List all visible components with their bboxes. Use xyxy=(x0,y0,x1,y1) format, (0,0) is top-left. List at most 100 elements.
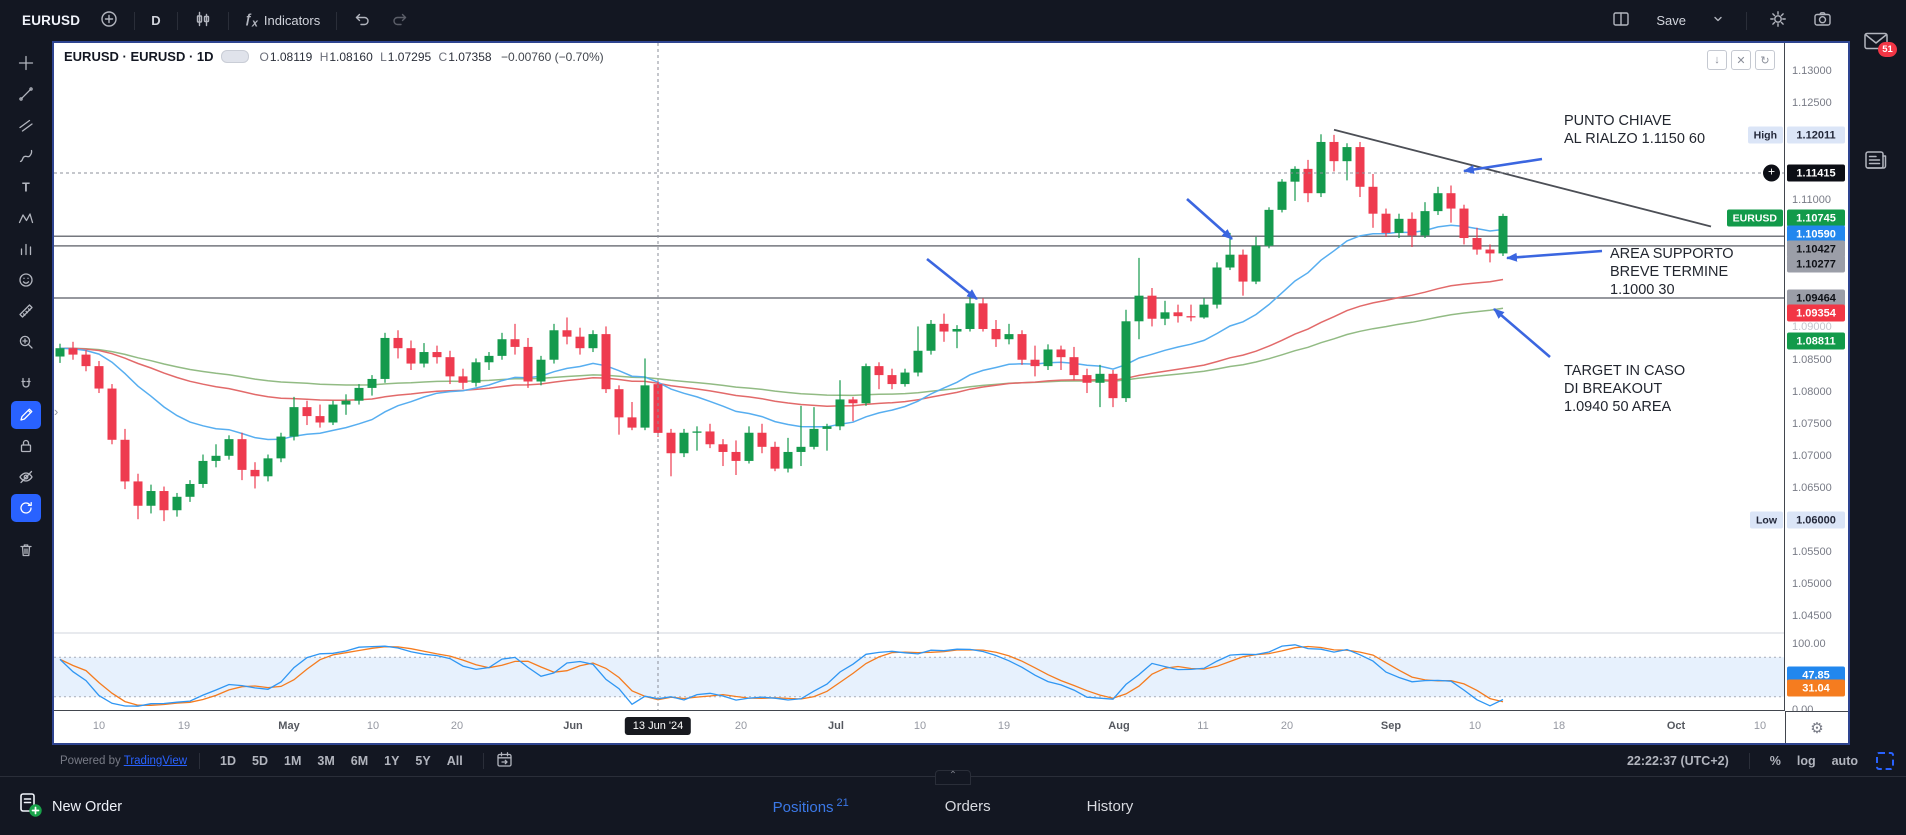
ruler-icon[interactable] xyxy=(11,297,41,325)
add-alert-plus-icon[interactable]: + xyxy=(1763,164,1780,182)
text-icon[interactable]: T xyxy=(11,173,41,201)
tab-orders[interactable]: Orders xyxy=(944,797,991,815)
indicators-button[interactable]: ƒx Indicators xyxy=(237,6,329,35)
chart-canvas[interactable] xyxy=(54,43,1785,711)
ma-20[interactable] xyxy=(59,224,1504,441)
emoji-icon[interactable] xyxy=(11,266,41,294)
legend-more-button[interactable] xyxy=(220,50,249,63)
panel-collapse-chevron-icon[interactable]: ⌃ xyxy=(935,770,971,785)
zoom-in-icon[interactable] xyxy=(11,328,41,356)
compare-button[interactable] xyxy=(92,5,126,36)
ma-90[interactable] xyxy=(59,307,1504,397)
range-button-1d[interactable]: 1D xyxy=(220,753,237,768)
price-tick: 1.08000 xyxy=(1792,386,1832,398)
range-button-5y[interactable]: 5Y xyxy=(415,753,431,768)
range-button-all[interactable]: All xyxy=(446,753,463,768)
pane-close-icon[interactable]: ✕ xyxy=(1731,50,1751,70)
annotation-arrow[interactable] xyxy=(1463,157,1543,174)
interval-label: D xyxy=(151,13,161,28)
hide-drawings-icon[interactable] xyxy=(11,463,41,491)
price-axis[interactable]: 1.13000 1.12500 1.11000 1.09000 1.08500 1.080… xyxy=(1726,43,1848,716)
text-annotation[interactable]: PUNTO CHIAVE AL RIALZO 1.1150 60 xyxy=(1564,113,1706,147)
time-axis[interactable]: 10 19 May 10 20 Jun 20 Jul 10 19 Aug 11 20 Sep 10 18 Oct… xyxy=(54,710,1785,743)
indicators-label: Indicators xyxy=(263,13,321,28)
log-scale-button[interactable]: log xyxy=(1796,753,1816,768)
divider xyxy=(199,752,201,769)
text-annotation[interactable]: TARGET IN CASO DI BREAKOUT 1.0940 50 AREA xyxy=(1564,363,1686,415)
price-tick: 1.05500 xyxy=(1792,546,1832,558)
price-label-range: 1.06000 Low xyxy=(1750,511,1845,529)
interval-button[interactable]: D xyxy=(143,8,168,33)
forecast-icon[interactable] xyxy=(11,235,41,263)
redo-icon xyxy=(391,11,409,30)
ma-55[interactable] xyxy=(59,278,1504,407)
tradingview-link[interactable]: TradingView xyxy=(123,754,188,767)
inbox-button[interactable] xyxy=(1863,30,1889,57)
pane-restore-icon[interactable]: ↻ xyxy=(1755,50,1775,70)
layout-button[interactable] xyxy=(1604,5,1638,36)
brush-icon[interactable] xyxy=(11,142,41,170)
new-order-button[interactable]: New Order xyxy=(16,791,122,822)
calendar-icon xyxy=(496,751,514,771)
annotation-arrow[interactable] xyxy=(1186,198,1233,240)
drawing-mode-icon[interactable] xyxy=(11,401,41,429)
inbox-badge: 51 xyxy=(1878,42,1897,57)
range-button-1y[interactable]: 1Y xyxy=(384,753,400,768)
news-icon xyxy=(1863,151,1889,176)
price-tick: 1.09000 xyxy=(1792,321,1832,333)
range-button-6m[interactable]: 6M xyxy=(350,753,369,768)
range-button-1m[interactable]: 1M xyxy=(284,753,302,768)
lock-icon[interactable] xyxy=(11,432,41,460)
time-tick: 19 xyxy=(997,720,1011,732)
price-tick: 1.07000 xyxy=(1792,450,1832,462)
go-to-date-button[interactable] xyxy=(496,751,514,771)
pane-move-down-icon[interactable]: ↓ xyxy=(1707,50,1727,70)
range-button-5d[interactable]: 5D xyxy=(252,753,268,768)
low-label: L xyxy=(380,49,387,64)
annotation-arrow[interactable] xyxy=(1493,308,1551,358)
news-button[interactable] xyxy=(1863,148,1889,177)
low-value: 1.07295 xyxy=(387,49,432,64)
auto-scale-button[interactable]: auto xyxy=(1831,753,1858,768)
drawing-toolbar: T xyxy=(0,41,52,745)
crosshair-icon[interactable] xyxy=(11,49,41,77)
clock[interactable]: 22:22:37 (UTC+2) xyxy=(1626,753,1729,768)
percent-scale-button[interactable]: % xyxy=(1769,753,1781,768)
annotation-arrow[interactable] xyxy=(926,257,978,301)
save-button[interactable]: Save xyxy=(1648,8,1694,33)
parallel-channel-icon[interactable] xyxy=(11,111,41,139)
axis-settings-corner[interactable]: ⚙ xyxy=(1785,711,1848,743)
price-tick: 1.05000 xyxy=(1792,578,1832,590)
text-annotation[interactable]: AREA SUPPORTO BREVE TERMINE 1.1000 30 xyxy=(1610,246,1734,298)
sync-drawings-icon[interactable] xyxy=(11,494,41,522)
chart-footer-toolbar: Powered by TradingView 1D 5D 1M 3M 6M 1Y 5Y All… xyxy=(0,745,1906,776)
annotation-arrow[interactable] xyxy=(1506,249,1603,262)
high-value: 1.08160 xyxy=(329,49,373,64)
settings-button[interactable] xyxy=(1761,5,1795,36)
time-tick: 19 xyxy=(177,720,191,732)
chart-type-button[interactable] xyxy=(186,5,220,36)
tab-history[interactable]: History xyxy=(1086,797,1134,815)
sidebar-toggle[interactable]: › xyxy=(54,404,59,419)
trend-line-icon[interactable] xyxy=(11,80,41,108)
snapshot-button[interactable] xyxy=(1805,5,1840,36)
candlestick-series[interactable] xyxy=(55,134,1508,522)
fullscreen-icon[interactable] xyxy=(1876,751,1894,770)
time-tick: Sep xyxy=(1380,720,1402,732)
remove-drawings-icon[interactable] xyxy=(11,536,41,564)
gear-icon xyxy=(1769,10,1787,31)
envelope-icon xyxy=(1863,32,1889,56)
redo-button[interactable] xyxy=(383,6,417,35)
pane-buttons: ↓ ✕ ↻ xyxy=(1707,50,1775,70)
xabcd-pattern-icon[interactable] xyxy=(11,204,41,232)
undo-button[interactable] xyxy=(345,6,379,35)
save-menu-button[interactable] xyxy=(1704,8,1732,33)
magnet-icon[interactable] xyxy=(11,370,41,398)
price-label-range: 1.12011 High xyxy=(1747,126,1845,144)
descending-trendline[interactable] xyxy=(1333,128,1712,228)
range-button-3m[interactable]: 3M xyxy=(317,753,335,768)
tab-positions[interactable]: Positions 21 xyxy=(772,796,849,816)
symbol-button[interactable]: EURUSD xyxy=(14,8,88,33)
svg-text:T: T xyxy=(22,181,30,195)
price-label-crosshair: 1.11415 xyxy=(1787,164,1845,182)
